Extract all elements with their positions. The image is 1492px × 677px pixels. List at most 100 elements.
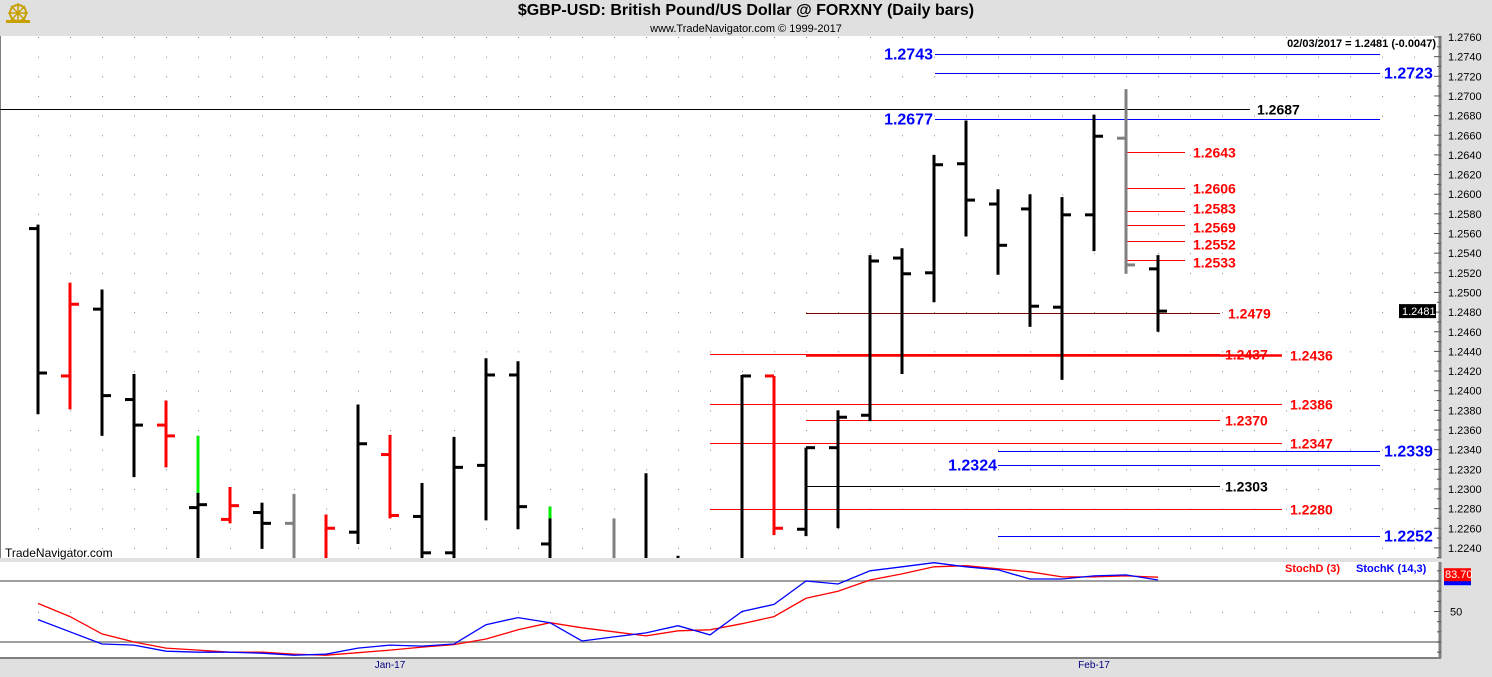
grid-dot xyxy=(806,194,807,196)
grid-dot xyxy=(1158,331,1159,333)
price-panel[interactable] xyxy=(0,36,1440,558)
grid-dot xyxy=(1414,95,1415,97)
grid-dot xyxy=(1062,37,1063,38)
grid-dot xyxy=(230,292,231,294)
grid-dot xyxy=(198,612,199,613)
grid-dot xyxy=(1286,390,1287,392)
stoch-tick-label: 50 xyxy=(1450,607,1462,619)
grid-dot xyxy=(1190,351,1191,353)
grid-dot xyxy=(326,430,327,431)
grid-dot xyxy=(1254,612,1255,613)
grid-dot xyxy=(678,253,679,255)
grid-dot xyxy=(1158,154,1159,156)
grid-dot xyxy=(1382,528,1383,530)
grid-dot xyxy=(646,410,647,412)
grid-dot xyxy=(294,272,295,274)
grid-dot xyxy=(550,233,551,235)
grid-dot xyxy=(1158,76,1159,78)
grid-dot xyxy=(1414,174,1415,176)
grid-dot xyxy=(1094,312,1095,314)
grid-dot xyxy=(262,56,263,58)
price-tick-label: 1.2460 xyxy=(1448,327,1482,339)
grid-dot xyxy=(998,469,999,471)
grid-dot xyxy=(134,76,135,78)
grid-dot xyxy=(70,135,71,137)
stochastic-panel[interactable] xyxy=(0,562,1440,657)
grid-dot xyxy=(1190,95,1191,97)
grid-dot xyxy=(1318,488,1319,490)
grid-dot xyxy=(486,612,487,613)
grid-dot xyxy=(550,154,551,156)
grid-dot xyxy=(934,390,935,392)
price-tick-label: 1.2280 xyxy=(1448,504,1482,516)
grid-dot xyxy=(134,135,135,137)
grid-dot xyxy=(70,253,71,255)
grid-dot xyxy=(230,135,231,137)
grid-dot xyxy=(1414,351,1415,353)
grid-dot xyxy=(1254,154,1255,156)
grid-dot xyxy=(294,154,295,156)
grid-dot xyxy=(1286,76,1287,78)
price-tick-label: 1.2300 xyxy=(1448,484,1482,496)
grid-dot xyxy=(70,488,71,490)
grid-dot xyxy=(1158,469,1159,471)
grid-dot xyxy=(134,233,135,235)
grid-dot xyxy=(838,292,839,294)
grid-dot xyxy=(582,292,583,294)
grid-dot xyxy=(294,312,295,314)
grid-dot xyxy=(1222,410,1223,412)
grid-dot xyxy=(134,351,135,353)
grid-dot xyxy=(870,154,871,156)
grid-dot xyxy=(1254,292,1255,294)
grid-dot xyxy=(1062,95,1063,97)
grid-dot xyxy=(1158,351,1159,353)
grid-dot xyxy=(102,233,103,235)
grid-dot xyxy=(198,292,199,294)
grid-dot xyxy=(1030,56,1031,58)
grid-dot xyxy=(1254,547,1255,549)
grid-dot xyxy=(102,135,103,137)
grid-dot xyxy=(294,76,295,78)
grid-dot xyxy=(710,612,711,613)
grid-dot xyxy=(326,76,327,78)
grid-dot xyxy=(518,56,519,58)
price-tick-label: 1.2260 xyxy=(1448,523,1482,535)
grid-dot xyxy=(870,115,871,117)
grid-dot xyxy=(134,312,135,314)
grid-dot xyxy=(774,95,775,97)
grid-dot xyxy=(1094,272,1095,274)
grid-dot xyxy=(38,56,39,58)
grid-dot xyxy=(422,233,423,235)
grid-dot xyxy=(1254,331,1255,333)
grid-dot xyxy=(1222,488,1223,490)
grid-dot xyxy=(1318,508,1319,510)
grid-dot xyxy=(710,253,711,255)
grid-dot xyxy=(582,95,583,97)
legend-stochk: StochK (14,3) xyxy=(1356,563,1427,575)
grid-dot xyxy=(390,213,391,215)
grid-dot xyxy=(1286,253,1287,255)
grid-dot xyxy=(326,135,327,137)
grid-dot xyxy=(262,253,263,255)
grid-dot xyxy=(166,508,167,510)
grid-dot xyxy=(710,272,711,274)
grid-dot xyxy=(102,76,103,78)
grid-dot xyxy=(1190,56,1191,58)
grid-dot xyxy=(1350,115,1351,117)
grid-dot xyxy=(998,115,999,117)
grid-dot xyxy=(582,174,583,176)
grid-dot xyxy=(678,272,679,274)
grid-dot xyxy=(1350,528,1351,530)
grid-dot xyxy=(582,115,583,117)
grid-dot xyxy=(678,76,679,78)
grid-dot xyxy=(422,371,423,373)
grid-dot xyxy=(838,272,839,274)
grid-dot xyxy=(166,56,167,58)
grid-dot xyxy=(70,272,71,274)
grid-dot xyxy=(838,371,839,373)
grid-dot xyxy=(550,135,551,137)
grid-dot xyxy=(358,612,359,613)
grid-dot xyxy=(550,430,551,431)
grid-dot xyxy=(646,371,647,373)
